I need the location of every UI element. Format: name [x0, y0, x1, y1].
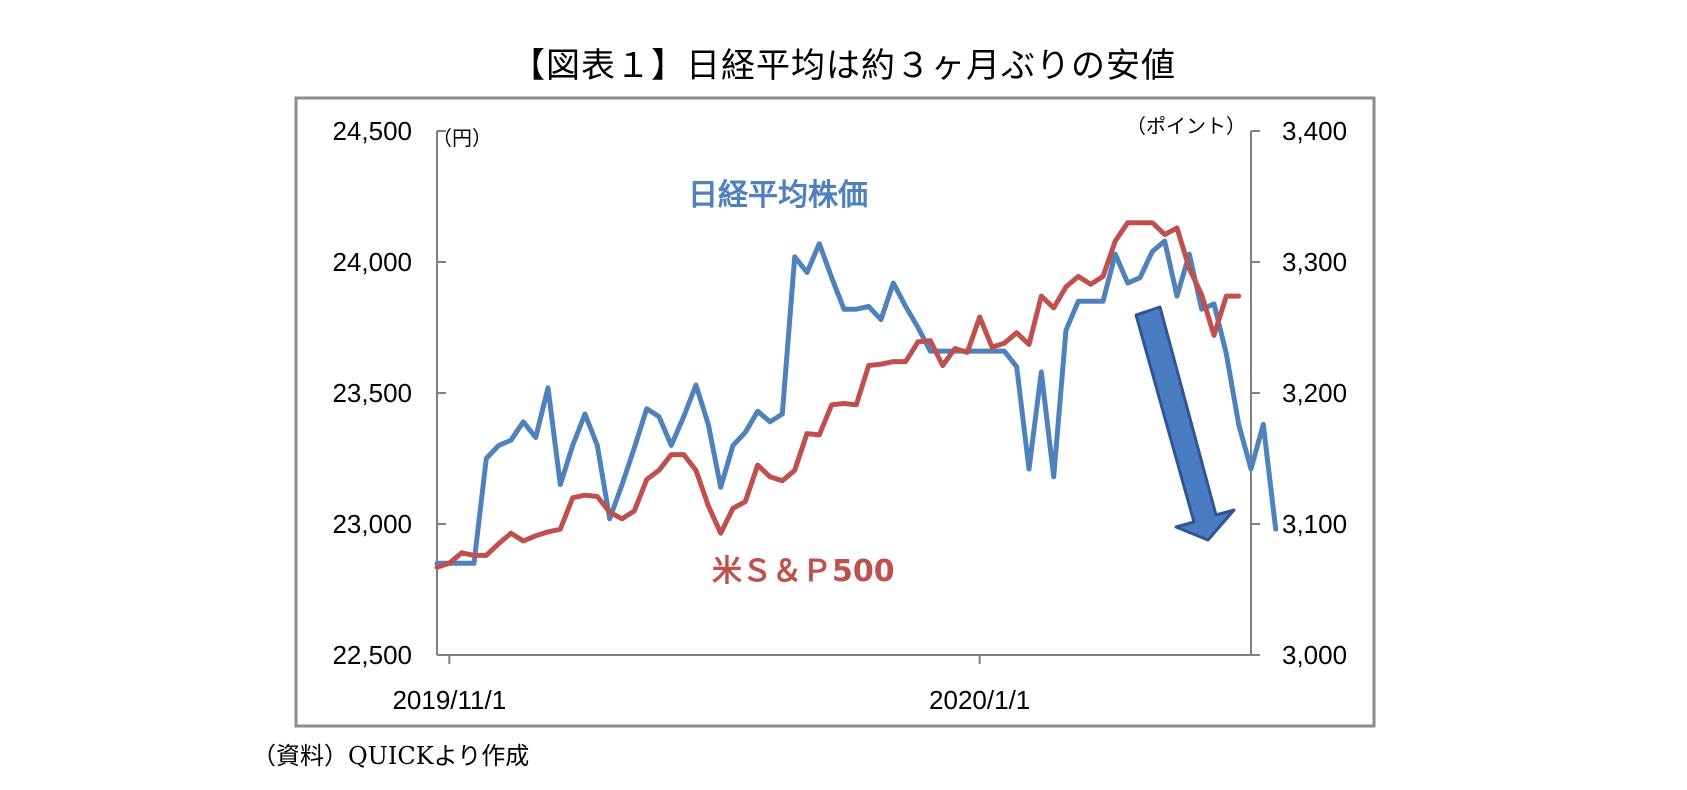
- x-tick-label: 2019/11/1: [392, 685, 506, 715]
- series-line-nikkei: [434, 238, 1279, 566]
- series-label-nikkei: 日経平均株価: [688, 178, 868, 213]
- series-layer: [434, 220, 1279, 570]
- left-tick-label: 24,000: [332, 247, 412, 277]
- right-tick-label: 3,200: [1282, 378, 1347, 408]
- series-label-sp500: 米Ｓ＆Ｐ500: [712, 554, 895, 589]
- source-note: （資料）QUICKより作成: [252, 742, 530, 770]
- series-line-sp500: [434, 220, 1242, 570]
- right-tick-label: 3,100: [1282, 509, 1347, 539]
- x-tick-label: 2020/1/1: [929, 685, 1030, 715]
- down-arrow-icon: [1134, 305, 1236, 542]
- right-axis-unit: （ポイント）: [1126, 114, 1246, 138]
- left-axis-unit: （円）: [432, 126, 492, 150]
- left-tick-label: 22,500: [332, 640, 412, 670]
- chart-frame: [294, 96, 1376, 728]
- chart-title: 【図表１】日経平均は約３ヶ月ぶりの安値: [511, 46, 1176, 86]
- left-tick-label: 24,500: [332, 116, 412, 146]
- left-tick-label: 23,500: [332, 378, 412, 408]
- left-tick-label: 23,000: [332, 509, 412, 539]
- right-tick-label: 3,000: [1282, 640, 1347, 670]
- right-tick-label: 3,300: [1282, 247, 1347, 277]
- right-tick-label: 3,400: [1282, 116, 1347, 146]
